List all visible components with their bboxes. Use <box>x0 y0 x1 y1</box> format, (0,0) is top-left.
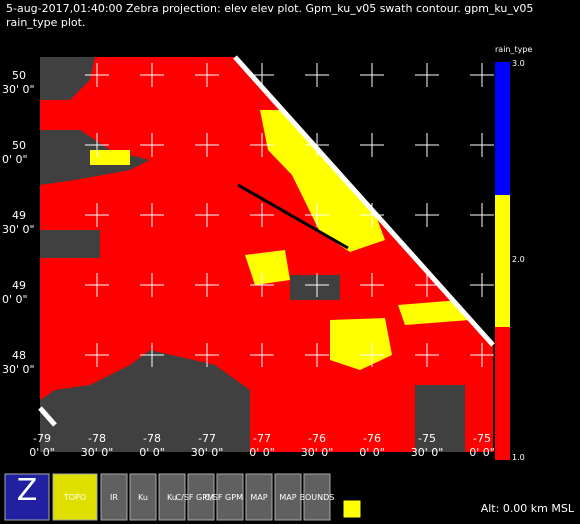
colorbar-label: 2.0 <box>512 255 525 264</box>
no-rain-patch <box>40 230 100 258</box>
button-face[interactable] <box>216 473 244 521</box>
button-label[interactable]: Ku <box>138 493 148 502</box>
colorbar-label: 1.0 <box>512 453 525 462</box>
lat-minute: 30' 0" <box>2 223 35 236</box>
rain-convective <box>398 300 470 325</box>
colorbar: rain_type <box>495 45 532 460</box>
button-label[interactable]: Z <box>17 473 38 508</box>
toolbar: Alt: 0.00 km MSL Z TOPO IR Ku KuC/SF GPM KuC… <box>4 473 575 521</box>
lon-degree: -76 <box>308 432 326 445</box>
toolbar-button[interactable]: Ku <box>129 473 157 521</box>
header-line2: rain_type plot. <box>6 16 85 29</box>
color-swatch <box>495 327 510 460</box>
no-rain-patch <box>415 385 465 452</box>
lat-minute: 0' 0" <box>2 293 28 306</box>
button-label[interactable]: MAP <box>279 493 296 502</box>
toolbar-button[interactable]: MAP <box>274 473 302 521</box>
rain-convective <box>245 250 290 285</box>
no-rain-patch <box>130 395 160 435</box>
lon-degree: -77 <box>198 432 216 445</box>
lon-minute: 0' 0" <box>29 446 55 459</box>
rain-convective <box>330 318 392 370</box>
cross-section-line <box>237 183 349 250</box>
lon-degree: -76 <box>363 432 381 445</box>
lon-minute: 0' 0" <box>249 446 275 459</box>
lon-minute: 0' 0" <box>139 446 165 459</box>
button-face[interactable] <box>52 473 98 521</box>
lon-minute: 30' 0" <box>301 446 334 459</box>
rain-convective <box>260 110 385 252</box>
no-rain-patch <box>290 275 340 300</box>
button-face[interactable] <box>100 473 128 521</box>
toolbar-button[interactable]: MAP <box>245 473 273 521</box>
button-label[interactable]: IR <box>110 493 118 502</box>
lat-degree: 49 <box>12 279 26 292</box>
lon-degree: -78 <box>143 432 161 445</box>
lon-degree: -77 <box>253 432 271 445</box>
grid-crosses <box>85 63 494 367</box>
button-label[interactable]: TOPO <box>63 493 86 502</box>
lon-minute: 0' 0" <box>469 446 495 459</box>
button-face[interactable] <box>4 473 50 521</box>
lat-minute: 30' 0" <box>2 83 35 96</box>
toolbar-button[interactable]: TOPO <box>52 473 98 521</box>
swath-edge <box>38 406 57 427</box>
grid-button[interactable] <box>342 499 362 519</box>
lat-degree: 48 <box>12 349 26 362</box>
button-label[interactable]: C/SF GPM Ku <box>205 493 256 502</box>
swath-edge <box>233 55 495 347</box>
button-face[interactable] <box>187 473 215 521</box>
button-label[interactable]: BOUNDS <box>300 493 335 502</box>
color-swatch <box>495 62 510 195</box>
lon-degree: -78 <box>88 432 106 445</box>
lon-degree: -75 <box>418 432 436 445</box>
map-plot <box>38 55 495 452</box>
lon-minute: 0' 0" <box>359 446 385 459</box>
toolbar-button[interactable]: Z <box>4 473 50 521</box>
lon-degree: -75 <box>473 432 491 445</box>
lat-minute: 30' 0" <box>2 363 35 376</box>
button-face[interactable] <box>303 473 331 521</box>
lat-minute: 0' 0" <box>2 153 28 166</box>
toolbar-button[interactable]: IR <box>100 473 128 521</box>
lon-minute: 30' 0" <box>411 446 444 459</box>
colorbar-title: rain_type <box>495 45 532 54</box>
button-face[interactable] <box>158 473 186 521</box>
button-label[interactable]: C/SF GPM Ku <box>176 493 227 502</box>
lon-minute: 30' 0" <box>191 446 224 459</box>
status: Alt: 0.00 km MSL <box>481 502 575 515</box>
toolbar-button[interactable]: C/SF GPM Ku <box>205 473 256 521</box>
button-label[interactable]: MAP <box>250 493 267 502</box>
toolbar-button[interactable]: C/SF GPM Ku <box>176 473 227 521</box>
toolbar-button[interactable]: BOUNDS <box>300 473 335 521</box>
button-face[interactable] <box>245 473 273 521</box>
header-line1: 5-aug-2017,01:40:00 Zebra projection: el… <box>6 2 533 15</box>
toolbar-button[interactable]: Ku <box>158 473 186 521</box>
color-swatch <box>495 195 510 327</box>
lon-minute: 30' 0" <box>81 446 114 459</box>
lat-degree: 50 <box>12 69 26 82</box>
lon-degree: -79 <box>33 432 51 445</box>
button-label[interactable]: Ku <box>167 493 177 502</box>
lat-degree: 49 <box>12 209 26 222</box>
colorbar-label: 3.0 <box>512 59 525 68</box>
button-face[interactable] <box>274 473 302 521</box>
button-face[interactable] <box>129 473 157 521</box>
rain-convective <box>90 150 130 165</box>
lat-degree: 50 <box>12 139 26 152</box>
